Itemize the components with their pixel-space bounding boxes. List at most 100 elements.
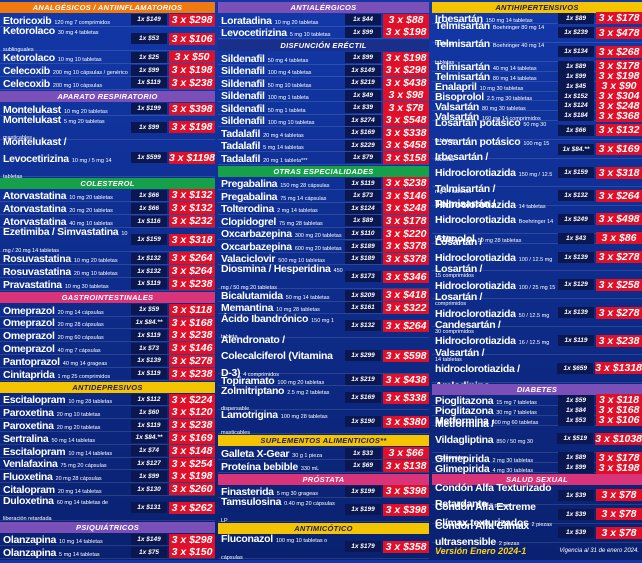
promo-price: 3 x $118 (169, 303, 215, 316)
promo-price: 3 x $198 (169, 470, 215, 483)
product-description: 2 piezas (531, 522, 553, 529)
product-description: 16 / 12.5 mg 14 tabletas (435, 340, 550, 363)
product-row: Atorvastatina 10 mg 20 tabletas 1x $66 3 x … (0, 189, 215, 203)
promo-price: 3 x $132 (596, 124, 642, 137)
product-row: Losartán / Hidroclorotiazida 100 / 25 mg … (432, 264, 642, 307)
product-text: Paroxetina 20 mg 20 tabletas (3, 417, 129, 433)
product-row: Pantoprazol 40 mg 14 grageas 1x $139 3 x $2… (0, 354, 215, 368)
product-text: Pregabalina 150 mg 28 cápsulas (221, 175, 343, 191)
product-description: 100 mg 4 tabletas (267, 70, 312, 77)
unit-price: 1x $219 (345, 374, 381, 386)
product-name: Atorvastatina (3, 190, 67, 203)
product-row: Valsartán 80 mg 30 tabletas 1x $124 3 x $24… (432, 99, 642, 112)
promo-price: 3 x $238 (169, 329, 215, 342)
product-name: Finasterida (221, 486, 274, 499)
unit-price: 1x $249 (558, 213, 594, 225)
product-description: 5 mg 30 grageas (276, 491, 318, 498)
product-name: Lamotrigina (221, 408, 278, 421)
product-name: Telmisartán (435, 19, 490, 32)
product-text: Valsartán 160 mg 14 comprimidos (435, 108, 556, 124)
product-row: Losartán potásico 100 mg 15 tabletas 1x $8… (432, 137, 642, 163)
product-name: Pantoprazol (3, 355, 60, 368)
product-row: Telmisartán Boehringer 40 mg 14 tabletas 1… (432, 39, 642, 66)
product-row: Losartán potásico 50 mg 30 tabletas 1x $66… (432, 118, 642, 144)
promo-price: 3 x $198 (169, 121, 215, 134)
product-row: Valsartán / hidroclorotiazida / Amlodipi… (432, 348, 642, 391)
promo-price: 3 x $298 (169, 13, 215, 26)
product-description: 120 mg 7 comprimidos (54, 19, 110, 26)
product-text: Glimepirida 2 mg 30 tabletas (435, 450, 556, 466)
product-row: Etoricoxib 120 mg 7 comprimidos 1x $149 3 x… (0, 12, 215, 28)
section-header: DISFUNCIÓN ERÉCTIL (218, 40, 429, 52)
product-text: Duloxetina 60 mg 14 tabletas de liberació… (3, 492, 129, 525)
unit-price: 1x $84.** (558, 143, 594, 155)
unit-price: 1x $25 (131, 51, 167, 63)
promo-price: 3 x $158 (383, 151, 429, 164)
product-row: Tamsulosina 0.40 mg 20 cápsulas LP 1x $199… (218, 497, 429, 523)
promo-price: 3 x $198 (596, 70, 642, 83)
product-text: Fluoxetina 20 mg 28 cápsulas (3, 468, 129, 484)
product-text: Tadalafil 5 mg 14 tabletas (221, 137, 343, 153)
product-description: 80 mg 30 tabletas (482, 105, 526, 112)
unit-price: 1x $119 (131, 419, 167, 431)
product-row: Pravastatina 10 mg 30 tabletas 1x $119 3 x … (0, 277, 215, 291)
promo-price: 3 x $248 (383, 202, 429, 215)
product-name: Omeprazol (3, 304, 55, 317)
promo-price: 3 x $224 (169, 393, 215, 406)
promo-price: 3 x $1318 (595, 362, 642, 375)
product-description: 200 mg 10 cápsulas (52, 82, 103, 89)
product-description: 10 mg 14 tabletas (68, 450, 113, 457)
product-row: Tadalafil 20 mg 4 tabletas 1x $169 3 x $338 (218, 125, 429, 141)
product-text: Atenolol 50 mg 28 tabletas (435, 230, 556, 246)
unit-price: 1x $659 (557, 362, 594, 374)
product-row: Enalapril 10 mg 30 tabletas 1x $45 3 x $90 (432, 80, 642, 92)
promo-price: 3 x $346 (383, 270, 429, 283)
unit-price: 1x $132 (345, 320, 381, 332)
product-text: Metformina 500 mg 60 tabletas (435, 412, 556, 428)
product-name: Tadalafil (221, 152, 261, 165)
product-text: Zolmitriptano 2.5 mg 2 tabletas dispersab… (221, 382, 343, 415)
product-row: Levocetirizina 5 mg 10 tabletas 1x $99 3 x … (218, 26, 429, 40)
product-row: Paroxetina 20 mg 10 tabletas 1x $60 3 x $12… (0, 406, 215, 420)
unit-price: 1x $112 (131, 394, 167, 406)
product-name: Losartán / Hidroclorotiazida (435, 235, 516, 264)
unit-price: 1x $152 (558, 90, 594, 102)
product-row: Clopidogrel 75 mg 28 tabletas 1x $89 3 x $1… (218, 214, 429, 228)
promo-price: 3 x $260 (169, 483, 215, 496)
unit-price: 1x $73 (345, 190, 381, 202)
unit-price: 1x $89 (558, 60, 594, 72)
product-row: Metformina / Vildagliptina 850 / 50 mg 30… (432, 418, 642, 461)
product-text: Ezetimiba / Simvastatina 10 mg / 20 mg 14… (3, 223, 129, 256)
product-row: Memantina 10 mg 28 tabletas 1x $161 3 x $32… (218, 301, 429, 315)
product-name: Ketorolaco (3, 25, 55, 38)
product-description: 14 tabletas (518, 203, 546, 210)
product-name: Ezetimiba / Simvastatina (3, 226, 119, 239)
product-name: Citalopram (3, 483, 55, 496)
product-description: 10 mg / 20 mg 14 tabletas (3, 231, 128, 254)
promo-price: 3 x $338 (383, 126, 429, 139)
unit-price: 1x $274 (345, 114, 381, 126)
product-text: Omeprazol 40 mg 7 cápsulas (3, 340, 129, 356)
promo-price: 3 x $198 (596, 461, 642, 474)
product-text: Celecoxib 200 mg 10 cápsulas (3, 75, 129, 91)
product-text: Tadalafil 20 mg 4 tabletas (221, 125, 343, 141)
product-name: Omeprazol (3, 330, 55, 343)
promo-price: 3 x $1198 (169, 151, 215, 164)
product-row: Zolmitriptano 2.5 mg 2 tabletas dispersab… (218, 385, 429, 412)
product-row: Celecoxib 200 mg 10 cápsulas / genérico 1x… (0, 64, 215, 77)
product-name: Glimepirida (435, 462, 490, 475)
product-text: Etoricoxib 120 mg 7 comprimidos (3, 12, 129, 28)
unit-price: 1x $39 (558, 527, 594, 539)
product-row: Diosmina / Hesperidina 450 mg / 50 mg 20 … (218, 264, 429, 291)
product-text: Metformina / Vildagliptina 850 / 50 mg 30… (435, 415, 555, 464)
promo-price: 3 x $78 (383, 101, 429, 114)
section-header: ANTIHIPERTENSIVOS (432, 2, 642, 13)
product-description: 20 mg 14 cápsulas (57, 309, 104, 316)
product-description: 4 mg 30 tabletas (492, 467, 534, 474)
product-name: Bisoprolol (435, 90, 484, 103)
product-description: Boehringer 80 mg 14 tabletas (435, 24, 545, 47)
product-name: Pregabalina (221, 190, 278, 203)
unit-price: 1x $127 (131, 458, 167, 470)
product-name: Pioglitazona (435, 405, 494, 417)
unit-price: 1x $66 (131, 202, 167, 214)
